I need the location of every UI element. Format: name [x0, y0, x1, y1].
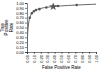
tick-label: 0.90: [16, 6, 25, 11]
tick: 0.30: [45, 52, 50, 63]
tick-label: 0.40: [16, 30, 25, 35]
tick: 1.00: [94, 52, 99, 63]
tick-label: 0.10: [32, 54, 37, 63]
tick: 0.70: [73, 52, 78, 63]
tick-label: 0.90: [87, 54, 92, 63]
tick-label: 0.80: [16, 11, 25, 16]
tick-label: 1.00: [16, 1, 25, 6]
tick-label: 0.60: [66, 54, 71, 63]
points: [49, 3, 57, 10]
tick-label: 1.00: [94, 54, 99, 63]
y-axis-title-line: Rate: [9, 22, 14, 32]
tick-label: 0.00: [16, 50, 25, 55]
tick: 0.80: [80, 52, 85, 63]
tick: 0.90: [87, 52, 92, 63]
tick-mark: [25, 3, 27, 4]
tick: 0.50: [59, 52, 64, 63]
tick-mark: [25, 52, 27, 53]
tick: 0.00: [16, 50, 27, 55]
point: [35, 9, 38, 12]
tick-label: 0.30: [45, 54, 50, 63]
tick-mark: [48, 52, 49, 54]
tick-label: 0.20: [16, 40, 25, 45]
x-axis: 0.000.100.200.300.400.500.600.700.800.90…: [25, 52, 99, 63]
tick-mark: [25, 23, 27, 24]
tick-mark: [34, 52, 35, 54]
point: [75, 4, 78, 7]
tick-label: 0.40: [52, 54, 57, 63]
tick: 0.60: [66, 52, 71, 63]
tick: 0.10: [16, 45, 27, 50]
y-axis: 0.000.100.200.300.400.500.600.700.800.90…: [16, 1, 27, 55]
tick: 0.80: [16, 11, 27, 16]
tick-label: 0.50: [59, 54, 64, 63]
tick-mark: [96, 52, 97, 54]
summary-point: [49, 3, 57, 10]
tick-mark: [25, 47, 27, 48]
point: [45, 6, 48, 9]
tick-mark: [25, 42, 27, 43]
y-axis-title: TruePositiveRate: [0, 19, 14, 35]
tick: 0.00: [25, 52, 30, 63]
tick-label: 0.80: [80, 54, 85, 63]
tick-label: 0.60: [16, 20, 25, 25]
tick-mark: [62, 52, 63, 54]
tick-label: 0.70: [16, 15, 25, 20]
tick-mark: [25, 13, 27, 14]
tick: 0.40: [16, 30, 27, 35]
tick: 0.70: [16, 15, 27, 20]
plot-area: [27, 3, 96, 52]
tick-label: 0.30: [16, 35, 25, 40]
tick: 0.40: [52, 52, 57, 63]
tick-label: 0.00: [25, 54, 30, 63]
tick: 0.20: [16, 40, 27, 45]
tick-mark: [89, 52, 90, 54]
tick-mark: [25, 8, 27, 9]
tick: 0.20: [39, 52, 44, 63]
tick-mark: [25, 37, 27, 38]
point: [31, 12, 34, 15]
x-axis-title: False Positive Rate: [42, 65, 81, 70]
tick: 0.60: [16, 20, 27, 25]
tick-mark: [25, 28, 27, 29]
point: [28, 16, 31, 19]
tick-mark: [75, 52, 76, 54]
tick-label: 0.10: [16, 45, 25, 50]
tick-mark: [25, 32, 27, 33]
tick-mark: [25, 18, 27, 19]
tick: 0.30: [16, 35, 27, 40]
chart: 0.000.100.200.300.400.500.600.700.800.90…: [0, 0, 100, 70]
tick: 0.50: [16, 25, 27, 30]
tick-label: 0.50: [16, 25, 25, 30]
curve: [27, 4, 96, 52]
tick-label: 0.20: [39, 54, 44, 63]
tick-mark: [68, 52, 69, 54]
tick: 1.00: [16, 1, 27, 6]
axis-line: [28, 53, 97, 55]
tick-label: 0.70: [73, 54, 78, 63]
tick-mark: [41, 52, 42, 54]
point: [38, 8, 41, 11]
tick-mark: [55, 52, 56, 54]
tick-mark: [82, 52, 83, 54]
tick: 0.10: [32, 52, 37, 63]
tick: 0.90: [16, 6, 27, 11]
